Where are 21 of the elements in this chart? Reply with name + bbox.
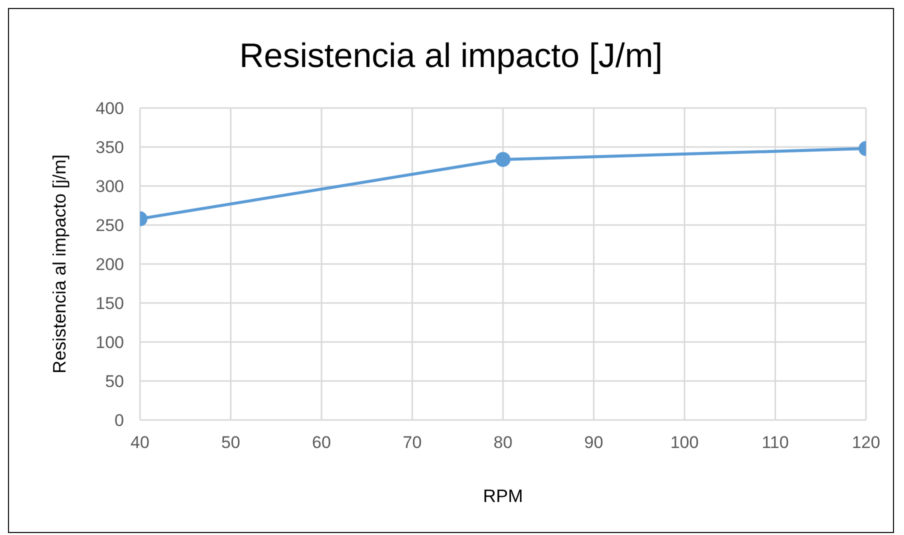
x-tick-label: 120 [852, 433, 880, 452]
x-tick-label: 60 [312, 433, 331, 452]
x-tick-label: 80 [494, 433, 512, 452]
x-tick-label: 70 [402, 433, 422, 452]
chart-title: Resistencia al impacto [J/m] [238, 37, 664, 76]
x-tick-label: 110 [762, 433, 789, 452]
x-axis-title: RPM [483, 486, 523, 506]
y-tick-label: 400 [96, 99, 124, 118]
y-axis-title: Resistencia al impacto [j/m] [49, 154, 70, 374]
y-tick-label: 50 [105, 372, 124, 392]
y-tick-label: 150 [96, 294, 124, 314]
y-tick-label: 200 [96, 255, 124, 274]
y-tick-label: 100 [96, 333, 124, 352]
x-tick-label: 40 [130, 433, 150, 452]
y-tick-label: 250 [96, 216, 124, 236]
y-tick-label: 0 [114, 411, 124, 430]
y-tick-label: 350 [96, 138, 124, 158]
x-tick-label: 100 [670, 433, 699, 452]
x-tick-label: 90 [584, 433, 604, 452]
x-tick-label: 50 [221, 433, 240, 452]
y-tick-label: 300 [96, 177, 124, 196]
